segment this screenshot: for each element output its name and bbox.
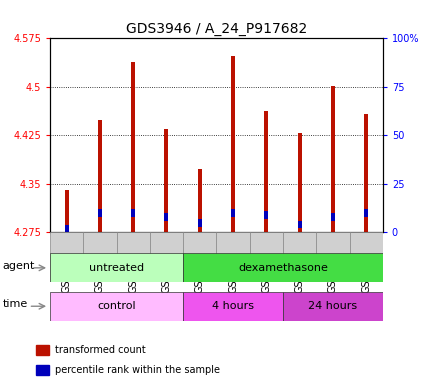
- Bar: [36, 345, 49, 355]
- Text: percentile rank within the sample: percentile rank within the sample: [55, 365, 219, 375]
- Bar: [149, 232, 183, 282]
- Bar: [330, 213, 334, 221]
- Bar: [50, 232, 83, 282]
- Bar: [230, 56, 234, 232]
- Bar: [98, 121, 102, 232]
- Bar: [50, 292, 183, 321]
- Bar: [131, 209, 135, 217]
- Bar: [197, 169, 201, 232]
- Bar: [65, 225, 69, 232]
- Bar: [297, 133, 301, 232]
- Text: 4 hours: 4 hours: [211, 301, 253, 311]
- Title: GDS3946 / A_24_P917682: GDS3946 / A_24_P917682: [125, 22, 306, 36]
- Bar: [36, 365, 49, 375]
- Bar: [349, 232, 382, 282]
- Text: agent: agent: [3, 260, 35, 271]
- Text: time: time: [3, 299, 28, 309]
- Bar: [98, 209, 102, 217]
- Bar: [264, 211, 268, 219]
- Bar: [283, 292, 382, 321]
- Bar: [50, 253, 183, 282]
- Bar: [83, 232, 116, 282]
- Text: control: control: [97, 301, 135, 311]
- Bar: [116, 232, 149, 282]
- Bar: [216, 232, 249, 282]
- Bar: [164, 129, 168, 232]
- Bar: [264, 111, 268, 232]
- Text: untreated: untreated: [89, 263, 144, 273]
- Text: transformed count: transformed count: [55, 345, 145, 355]
- Bar: [183, 253, 382, 282]
- Text: 24 hours: 24 hours: [308, 301, 357, 311]
- Bar: [249, 232, 283, 282]
- Bar: [183, 232, 216, 282]
- Bar: [363, 114, 367, 232]
- Bar: [183, 292, 283, 321]
- Bar: [197, 219, 201, 227]
- Bar: [65, 190, 69, 232]
- Bar: [131, 62, 135, 232]
- Bar: [297, 221, 301, 228]
- Bar: [164, 213, 168, 221]
- Bar: [316, 232, 349, 282]
- Bar: [363, 209, 367, 217]
- Bar: [283, 232, 316, 282]
- Bar: [330, 86, 334, 232]
- Bar: [230, 209, 234, 217]
- Text: dexamethasone: dexamethasone: [237, 263, 327, 273]
